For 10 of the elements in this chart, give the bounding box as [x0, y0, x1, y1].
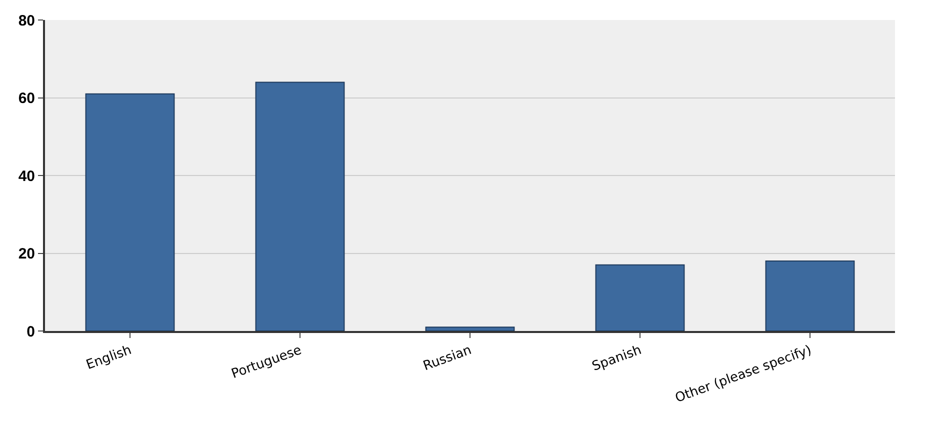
- bar: [85, 93, 175, 331]
- y-tick-label: 80: [18, 12, 35, 30]
- bar: [425, 326, 515, 331]
- y-tick-label: 60: [18, 90, 35, 107]
- bar: [255, 82, 345, 331]
- y-tick-label: 0: [26, 323, 35, 340]
- bar: [765, 260, 855, 331]
- bar: [595, 264, 685, 331]
- y-tick-label: 40: [18, 168, 35, 185]
- y-tick-label: 20: [18, 246, 35, 262]
